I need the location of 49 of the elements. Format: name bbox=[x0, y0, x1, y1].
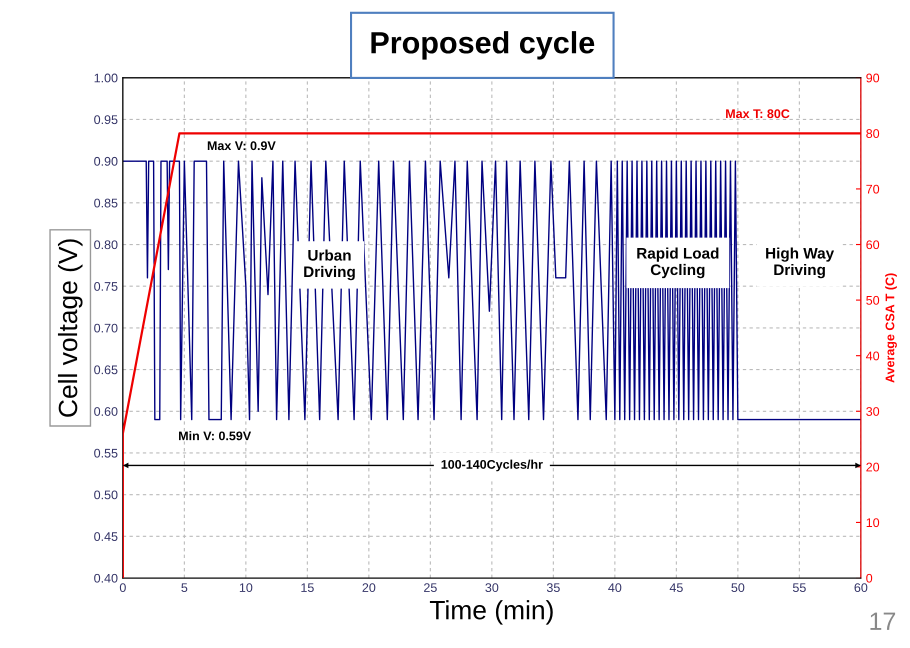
y-tick-label: 0.65 bbox=[94, 365, 118, 374]
x-tick-label: 50 bbox=[731, 583, 744, 592]
annotation: Rapid Load Cycling bbox=[637, 247, 718, 278]
x-tick-label: 35 bbox=[546, 583, 560, 592]
x-tick-label: 5 bbox=[181, 583, 188, 592]
x-tick-label: 60 bbox=[854, 583, 868, 592]
line-series bbox=[122, 160, 861, 420]
annotation: High Way Driving bbox=[766, 247, 834, 278]
x-axis-title: Time (min) bbox=[430, 600, 553, 625]
y2-tick-label: 60 bbox=[866, 240, 880, 250]
x-tick-label: 40 bbox=[608, 583, 622, 592]
y2-tick-label: 10 bbox=[866, 518, 880, 528]
text: 17 bbox=[870, 612, 896, 630]
y-tick-label: 0.70 bbox=[94, 324, 118, 333]
y-tick-label: 0.45 bbox=[94, 532, 118, 541]
y-tick-label: 0.55 bbox=[94, 448, 118, 458]
y-axis-title: Cell voltage (V) bbox=[58, 239, 83, 417]
y2-tick-label: 20 bbox=[866, 462, 880, 472]
y2-tick-label: 30 bbox=[866, 407, 880, 416]
y2-tick-label: 70 bbox=[866, 184, 880, 194]
x-tick-label: 30 bbox=[485, 583, 498, 592]
y-tick-label: 0.60 bbox=[94, 407, 118, 416]
x-tick-label: 15 bbox=[301, 583, 314, 592]
x-tick-label: 10 bbox=[240, 583, 252, 592]
x-tick-label: 25 bbox=[424, 583, 437, 592]
y-tick-label: 0.95 bbox=[94, 115, 118, 124]
y-tick-label: 0.50 bbox=[94, 490, 118, 500]
y2-axis-title: Average CSA T (C) bbox=[885, 273, 897, 383]
y2-tick-label: 80 bbox=[866, 129, 880, 138]
annotation: Max T: 80C bbox=[726, 109, 790, 118]
y-tick-label: 1.00 bbox=[94, 74, 118, 82]
chart-title: Proposed cycle bbox=[371, 31, 594, 60]
y-tick-label: 0.90 bbox=[94, 156, 118, 166]
x-tick-label: 55 bbox=[792, 583, 806, 592]
y2-tick-label: 90 bbox=[866, 74, 880, 82]
y-tick-label: 0.85 bbox=[94, 198, 118, 208]
x-tick-label: 20 bbox=[362, 583, 376, 592]
y-tick-label: 0.75 bbox=[94, 282, 118, 291]
y2-tick-label: 0 bbox=[866, 574, 872, 583]
x-tick-label: 45 bbox=[670, 583, 683, 592]
y2-tick-label: 40 bbox=[866, 351, 880, 360]
annotation: Min V: 0.59V bbox=[179, 431, 252, 440]
ref-line-label: 100-140Cycles/hr bbox=[442, 460, 543, 472]
y-tick-label: 0.80 bbox=[94, 240, 118, 250]
y2-tick-label: 50 bbox=[866, 296, 880, 305]
annotation: Urban Driving bbox=[304, 249, 355, 280]
annotation: Max V: 0.9V bbox=[208, 141, 276, 150]
x-tick-label: 0 bbox=[120, 583, 126, 592]
y-tick-label: 0.40 bbox=[94, 574, 118, 583]
